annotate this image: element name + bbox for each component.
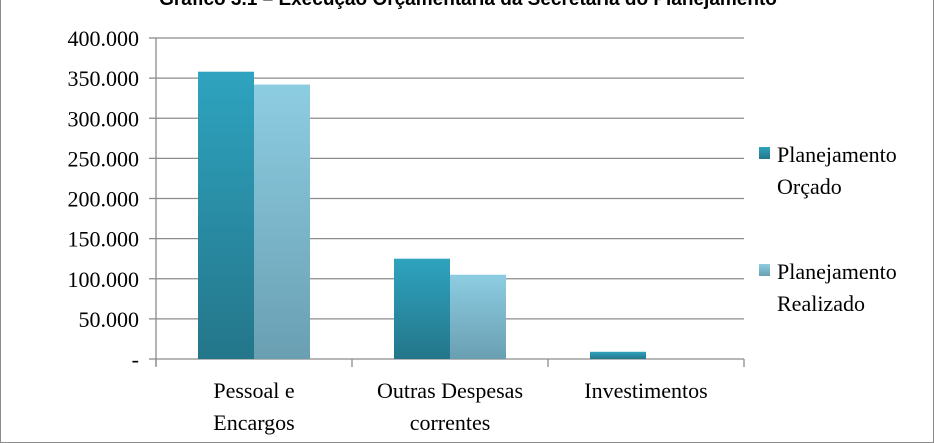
bar-orcado [198,71,254,359]
y-tick-label: 200.000 [68,187,140,212]
bar-orcado [590,351,646,359]
y-tick-label: 250.000 [68,146,140,171]
chart-title: Gráfico 3.1 – Execução Orçamentária da S… [1,0,933,11]
x-tick-label: Outras Despesas [377,378,523,403]
y-tick-label: 150.000 [68,227,140,252]
legend-swatch [759,264,770,276]
y-tick-label: 400.000 [68,26,140,51]
x-tick-label: Investimentos [584,378,707,403]
x-tick-label: correntes [410,410,491,435]
y-tick-label: 300.000 [68,106,140,131]
legend-label: Orçado [777,174,842,199]
bar-orcado [394,258,450,359]
legend-label: Realizado [777,291,865,316]
legend-swatch [759,147,770,159]
legend: Planejamento Orçado Planejamento Realizado [759,142,897,316]
y-tick-label: 100.000 [68,267,140,292]
bar-realizado [254,84,310,360]
x-tick-label: Pessoal e [213,378,294,403]
y-tick-label: - [132,347,139,372]
y-tick-label: 50.000 [79,307,140,332]
y-tick-label: 350.000 [68,66,140,91]
bars [198,71,646,360]
x-tick-label: Encargos [213,410,294,435]
axis-labels: - 50.000 100.000 150.000 200.000 250.000 300.0… [68,26,708,435]
legend-label: Planejamento [777,259,897,284]
bar-realizado [450,274,506,359]
legend-label: Planejamento [777,142,897,167]
